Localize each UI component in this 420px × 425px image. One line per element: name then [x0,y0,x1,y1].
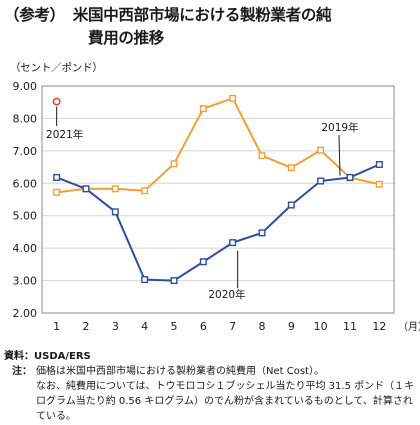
chart-title: （参考） 米国中西部市場における製粉業者の純 費用の推移 [4,4,418,50]
y-tick-label: 8.00 [13,112,38,125]
data-point [52,97,61,106]
data-point [229,239,237,247]
data-point [258,229,266,237]
data-point [346,173,354,181]
x-tick-label: 5 [171,320,178,333]
x-axis-unit: （月） [398,321,420,333]
data-point [287,201,295,209]
x-tick-label: 12 [372,320,386,333]
data-point [111,185,119,193]
data-point [82,185,90,193]
x-tick-label: 3 [112,320,119,333]
line-chart: 2.003.004.005.006.007.008.009.001 2 3 4 5 6 7 8… [13,80,420,333]
y-tick-label: 6.00 [13,177,38,190]
data-point [375,160,383,168]
x-tick-label: 9 [288,320,295,333]
data-point [53,188,61,196]
series-label-2021: 2021年 [46,128,83,141]
data-point [229,94,237,102]
x-tick-label: 8 [259,320,266,333]
note-rest: なお、純費用については、トウモロコシ１ブッシェル当たり平均 31.5 ポンド（１… [36,381,415,422]
x-tick-label: 4 [141,320,148,333]
x-tick-label: 10 [314,320,328,333]
series-label-2020: 2020年 [208,288,245,301]
series-line [56,163,380,282]
data-point [287,164,295,172]
note-line1: 価格は米国中西部市場における製粉業者の純費用（Net Cost）。 [36,366,324,377]
data-point [317,177,325,185]
data-point [141,187,149,195]
y-tick-label: 2.00 [13,307,38,320]
series-line [56,97,380,194]
note-row: 注： 価格は米国中西部市場における製粉業者の純費用（Net Cost）。 [4,364,418,379]
source-note: 資料：USDA/ERS [4,351,91,362]
x-tick-label: 6 [200,320,207,333]
data-point [53,173,61,181]
plot-frame [41,85,395,314]
title-line1: 米国中西部市場における製粉業者の純 [72,6,332,24]
data-point [170,277,178,285]
title-prefix: （参考） [4,6,65,24]
data-point [199,258,207,266]
data-point [258,152,266,160]
title-line2: 費用の推移 [88,29,165,47]
y-tick-label: 5.00 [13,210,38,223]
data-point [141,276,149,284]
y-tick-label: 9.00 [13,80,38,93]
y-tick-label: 3.00 [13,275,38,288]
data-point [111,208,119,216]
data-point [199,105,207,113]
series-label-2019: 2019年 [321,121,358,134]
leader-line [338,134,341,176]
y-tick-label: 7.00 [13,145,38,158]
x-tick-label: 1 [53,320,60,333]
data-point [317,146,325,154]
x-tick-label: 2 [83,320,90,333]
x-tick-label: 7 [229,320,236,333]
y-axis-label: （セント／ポンド） [10,62,103,74]
notes: 資料：USDA/ERS 注： 価格は米国中西部市場における製粉業者の純費用（Ne… [4,349,418,424]
x-tick-label: 11 [343,320,357,333]
data-point [170,160,178,168]
note-label: 注： [12,366,32,377]
data-point [375,180,383,188]
y-tick-label: 4.00 [13,242,38,255]
